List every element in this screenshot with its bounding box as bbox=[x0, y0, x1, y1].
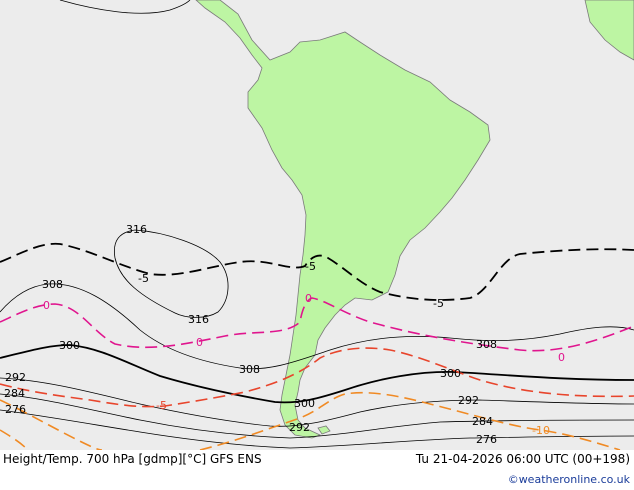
temp-label: -5 bbox=[156, 399, 167, 412]
falkland-islands bbox=[317, 425, 331, 435]
height-label: 300 bbox=[440, 367, 461, 380]
credit-link[interactable]: ©weatheronline.co.uk bbox=[507, 473, 630, 486]
height-label: 284 bbox=[4, 387, 25, 400]
height-contour-308 bbox=[0, 283, 634, 370]
height-label: 292 bbox=[458, 394, 479, 407]
height-label: 292 bbox=[5, 371, 26, 384]
temp-label: -5 bbox=[433, 297, 444, 310]
height-label: 308 bbox=[42, 278, 63, 291]
temp-label: 0 bbox=[558, 351, 565, 364]
temp-contour-0 bbox=[0, 297, 634, 352]
height-label: 316 bbox=[126, 223, 147, 236]
temp-label: 0 bbox=[43, 299, 50, 312]
south-america-landmass bbox=[195, 0, 491, 439]
temp-contour-minus10 bbox=[0, 391, 621, 450]
height-label: 292 bbox=[289, 421, 310, 434]
height-contour-upper bbox=[59, 0, 191, 14]
weather-map: 316 316 308 308 308 300 300 300 292 292 … bbox=[0, 0, 634, 450]
temp-contour-minus5-south bbox=[0, 347, 634, 408]
height-contour-284 bbox=[0, 393, 634, 439]
height-label: 316 bbox=[188, 313, 209, 326]
height-label: 308 bbox=[239, 363, 260, 376]
height-label: 300 bbox=[294, 397, 315, 410]
temp-label: 0 bbox=[196, 336, 203, 349]
height-contour-316 bbox=[113, 229, 229, 318]
height-label: 308 bbox=[476, 338, 497, 351]
map-canvas: 316 316 308 308 308 300 300 300 292 292 … bbox=[0, 0, 634, 450]
height-contour-276 bbox=[0, 409, 634, 449]
height-label: 276 bbox=[476, 433, 497, 446]
temp-contour-minus5-north bbox=[0, 242, 634, 301]
temp-label: -5 bbox=[305, 260, 316, 273]
map-footer: Height/Temp. 700 hPa [gdmp][°C] GFS ENS … bbox=[0, 452, 634, 470]
temp-label: 0 bbox=[305, 292, 312, 305]
africa-landmass bbox=[584, 0, 634, 61]
height-contour-300 bbox=[0, 344, 634, 404]
temp-label: -10 bbox=[532, 424, 550, 437]
height-label: 284 bbox=[472, 415, 493, 428]
map-datetime: Tu 21-04-2026 06:00 UTC (00+198) bbox=[415, 452, 630, 466]
height-contour-292 bbox=[0, 377, 634, 427]
height-label: 276 bbox=[5, 403, 26, 416]
map-title: Height/Temp. 700 hPa [gdmp][°C] GFS ENS bbox=[3, 452, 262, 466]
height-label: 300 bbox=[59, 339, 80, 352]
temp-contour-minus15 bbox=[0, 429, 29, 450]
temp-label: -5 bbox=[138, 272, 149, 285]
